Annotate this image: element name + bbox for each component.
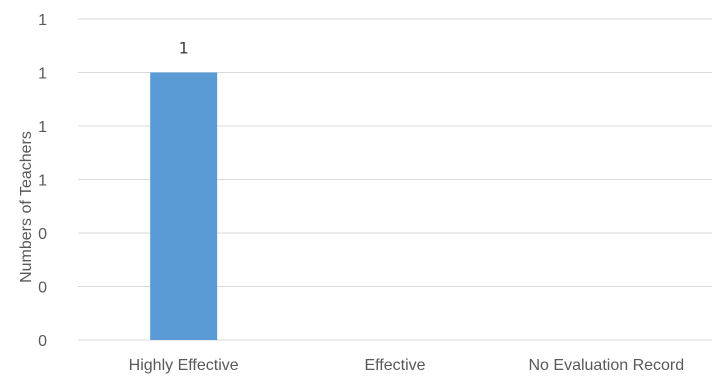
x-category-label: No Evaluation Record (529, 357, 685, 374)
y-tick-label: 1 (38, 66, 47, 83)
data-label: 1 (179, 39, 189, 58)
y-tick-label: 1 (38, 119, 47, 136)
bar (150, 72, 218, 340)
data-labels: 1 (179, 39, 189, 58)
x-category-label: Effective (364, 357, 425, 374)
x-category-label: Highly Effective (129, 357, 239, 374)
y-tick-label: 1 (38, 12, 47, 29)
y-tick-label: 0 (38, 226, 47, 243)
y-tick-label: 0 (38, 280, 47, 297)
y-axis-ticks: 0 0 0 1 1 1 1 (38, 12, 47, 350)
bars (150, 72, 218, 340)
y-tick-label: 1 (38, 173, 47, 190)
x-axis-categories: Highly Effective Effective No Evaluation R… (129, 357, 684, 374)
y-axis-label: Numbers of Teachers (18, 131, 35, 283)
y-tick-label: 0 (38, 333, 47, 350)
